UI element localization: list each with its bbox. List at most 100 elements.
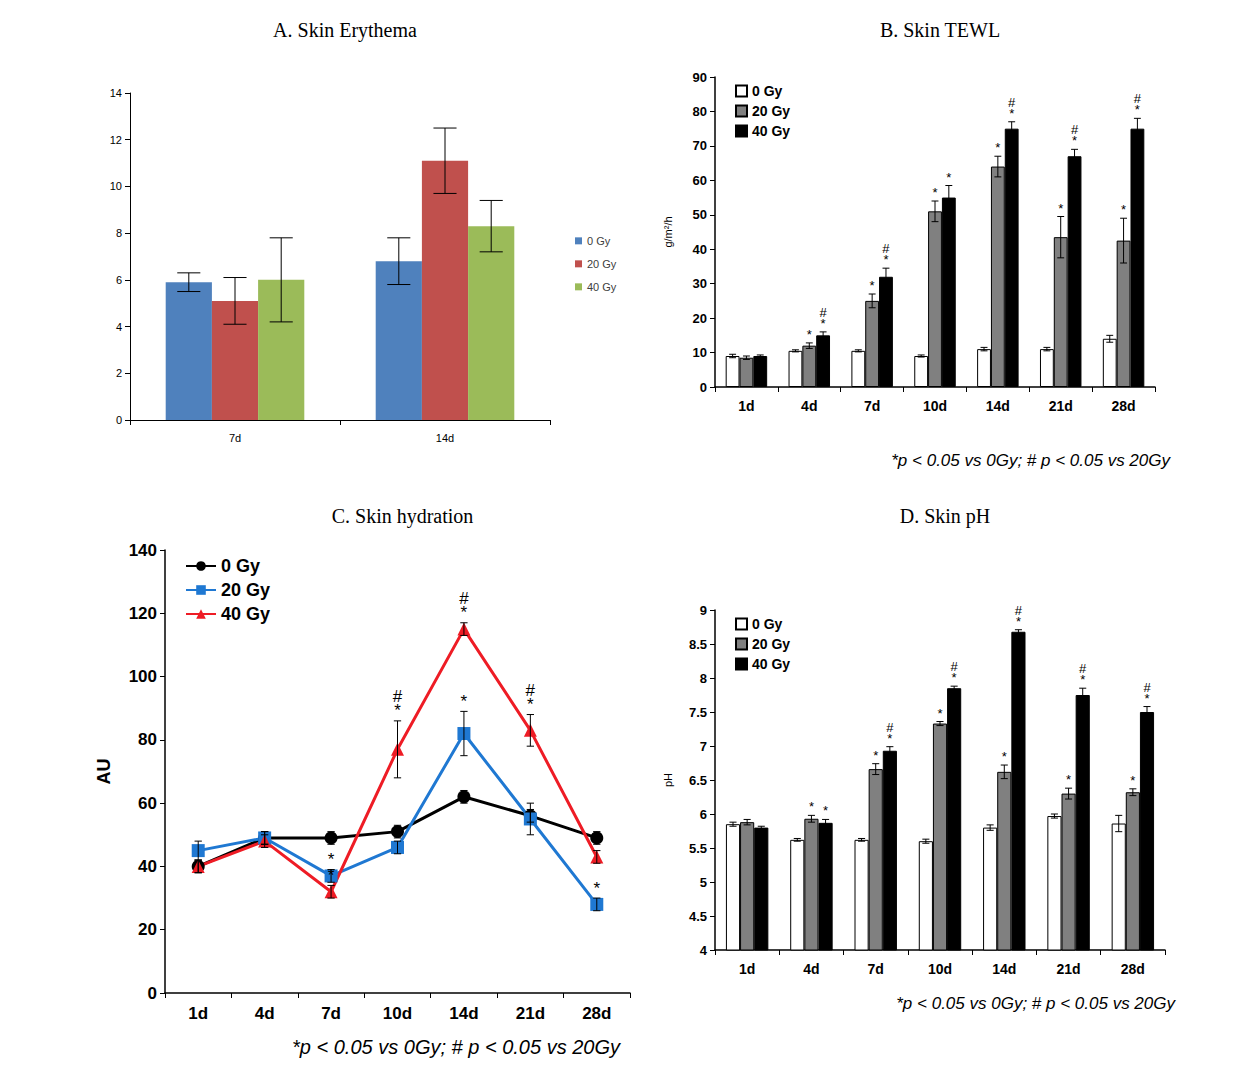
svg-text:10d: 10d: [923, 398, 947, 414]
svg-text:*: *: [883, 252, 888, 267]
svg-text:20 Gy: 20 Gy: [587, 258, 617, 270]
svg-text:*: *: [873, 748, 878, 763]
svg-text:8.5: 8.5: [689, 637, 707, 652]
svg-text:120: 120: [129, 604, 157, 623]
svg-text:4d: 4d: [801, 398, 817, 414]
svg-text:20 Gy: 20 Gy: [752, 103, 790, 119]
svg-text:40 Gy: 40 Gy: [587, 281, 617, 293]
svg-text:6.5: 6.5: [689, 773, 707, 788]
svg-text:*: *: [821, 316, 826, 331]
svg-text:20 Gy: 20 Gy: [752, 636, 790, 652]
svg-text:60: 60: [138, 794, 157, 813]
svg-text:7d: 7d: [868, 961, 884, 977]
svg-text:0 Gy: 0 Gy: [221, 556, 260, 576]
svg-text:*p < 0.05 vs 0Gy; # p < 0.05 v: *p < 0.05 vs 0Gy; # p < 0.05 vs 20Gy: [891, 451, 1171, 470]
svg-text:*: *: [1121, 202, 1126, 217]
svg-text:0: 0: [700, 380, 707, 395]
svg-text:7d: 7d: [864, 398, 880, 414]
svg-text:4.5: 4.5: [689, 909, 707, 924]
svg-text:21d: 21d: [516, 1004, 545, 1023]
svg-text:14d: 14d: [436, 432, 454, 444]
svg-text:0 Gy: 0 Gy: [752, 616, 783, 632]
svg-text:*: *: [1002, 749, 1007, 764]
svg-text:*: *: [1072, 133, 1077, 148]
svg-text:A. Skin Erythema: A. Skin Erythema: [273, 19, 417, 42]
svg-text:4d: 4d: [803, 961, 819, 977]
svg-text:6: 6: [700, 807, 707, 822]
svg-text:12: 12: [110, 134, 122, 146]
svg-text:*: *: [1135, 102, 1140, 117]
svg-text:*: *: [527, 695, 534, 714]
svg-text:8: 8: [116, 227, 122, 239]
svg-text:*: *: [1130, 773, 1135, 788]
svg-text:28d: 28d: [582, 1004, 611, 1023]
svg-text:*p < 0.05 vs 0Gy; # p < 0.05 v: *p < 0.05 vs 0Gy; # p < 0.05 vs 20Gy: [896, 994, 1176, 1013]
svg-text:*: *: [823, 803, 828, 818]
svg-text:14d: 14d: [986, 398, 1010, 414]
svg-text:80: 80: [138, 730, 157, 749]
svg-text:0: 0: [116, 414, 122, 426]
svg-text:pH: pH: [662, 773, 674, 787]
svg-text:*: *: [1058, 201, 1063, 216]
svg-text:*: *: [394, 701, 401, 720]
svg-text:7d: 7d: [321, 1004, 341, 1023]
svg-text:10d: 10d: [928, 961, 952, 977]
svg-text:8: 8: [700, 671, 707, 686]
svg-text:100: 100: [129, 667, 157, 686]
svg-text:g/m²/h: g/m²/h: [662, 216, 674, 247]
svg-text:D. Skin pH: D. Skin pH: [900, 505, 991, 528]
svg-text:40 Gy: 40 Gy: [752, 123, 790, 139]
svg-text:*p < 0.05 vs 0Gy; # p < 0.05 v: *p < 0.05 vs 0Gy; # p < 0.05 vs 20Gy: [292, 1036, 621, 1058]
svg-text:*: *: [1016, 614, 1021, 629]
svg-text:*: *: [946, 170, 951, 185]
svg-text:4d: 4d: [255, 1004, 275, 1023]
svg-text:10d: 10d: [383, 1004, 412, 1023]
svg-text:28d: 28d: [1121, 961, 1145, 977]
svg-text:AU: AU: [94, 759, 114, 785]
svg-text:30: 30: [693, 276, 707, 291]
svg-text:14d: 14d: [992, 961, 1016, 977]
svg-text:*: *: [809, 799, 814, 814]
svg-text:7.5: 7.5: [689, 705, 707, 720]
svg-text:140: 140: [129, 541, 157, 560]
svg-text:40 Gy: 40 Gy: [752, 656, 790, 672]
svg-text:5: 5: [700, 875, 707, 890]
svg-text:4: 4: [700, 943, 708, 958]
svg-text:*: *: [887, 731, 892, 746]
svg-text:*: *: [1066, 772, 1071, 787]
svg-text:40 Gy: 40 Gy: [221, 604, 270, 624]
svg-text:*: *: [807, 327, 812, 342]
svg-text:*: *: [932, 185, 937, 200]
svg-text:14: 14: [110, 87, 122, 99]
svg-text:*: *: [461, 603, 468, 622]
svg-text:*: *: [1009, 106, 1014, 121]
svg-text:*: *: [461, 692, 468, 711]
svg-text:10: 10: [110, 180, 122, 192]
svg-text:40: 40: [693, 242, 707, 257]
svg-text:40: 40: [138, 857, 157, 876]
svg-text:*: *: [995, 140, 1000, 155]
svg-text:6: 6: [116, 274, 122, 286]
svg-text:1d: 1d: [188, 1004, 208, 1023]
svg-text:20: 20: [693, 311, 707, 326]
svg-text:1d: 1d: [738, 398, 754, 414]
svg-text:14d: 14d: [449, 1004, 478, 1023]
svg-text:0 Gy: 0 Gy: [752, 83, 783, 99]
svg-text:*: *: [870, 278, 875, 293]
svg-text:2: 2: [116, 367, 122, 379]
svg-text:*: *: [1144, 691, 1149, 706]
svg-text:0 Gy: 0 Gy: [587, 235, 611, 247]
svg-text:B. Skin TEWL: B. Skin TEWL: [880, 19, 1000, 41]
svg-text:10: 10: [693, 345, 707, 360]
svg-text:1d: 1d: [739, 961, 755, 977]
svg-text:*: *: [593, 879, 600, 898]
svg-text:80: 80: [693, 104, 707, 119]
svg-text:21d: 21d: [1057, 961, 1081, 977]
svg-text:*: *: [1080, 672, 1085, 687]
svg-text:9: 9: [700, 603, 707, 618]
svg-text:*: *: [952, 670, 957, 685]
svg-text:21d: 21d: [1049, 398, 1073, 414]
svg-text:7: 7: [700, 739, 707, 754]
svg-text:0: 0: [148, 984, 157, 1003]
svg-text:28d: 28d: [1112, 398, 1136, 414]
